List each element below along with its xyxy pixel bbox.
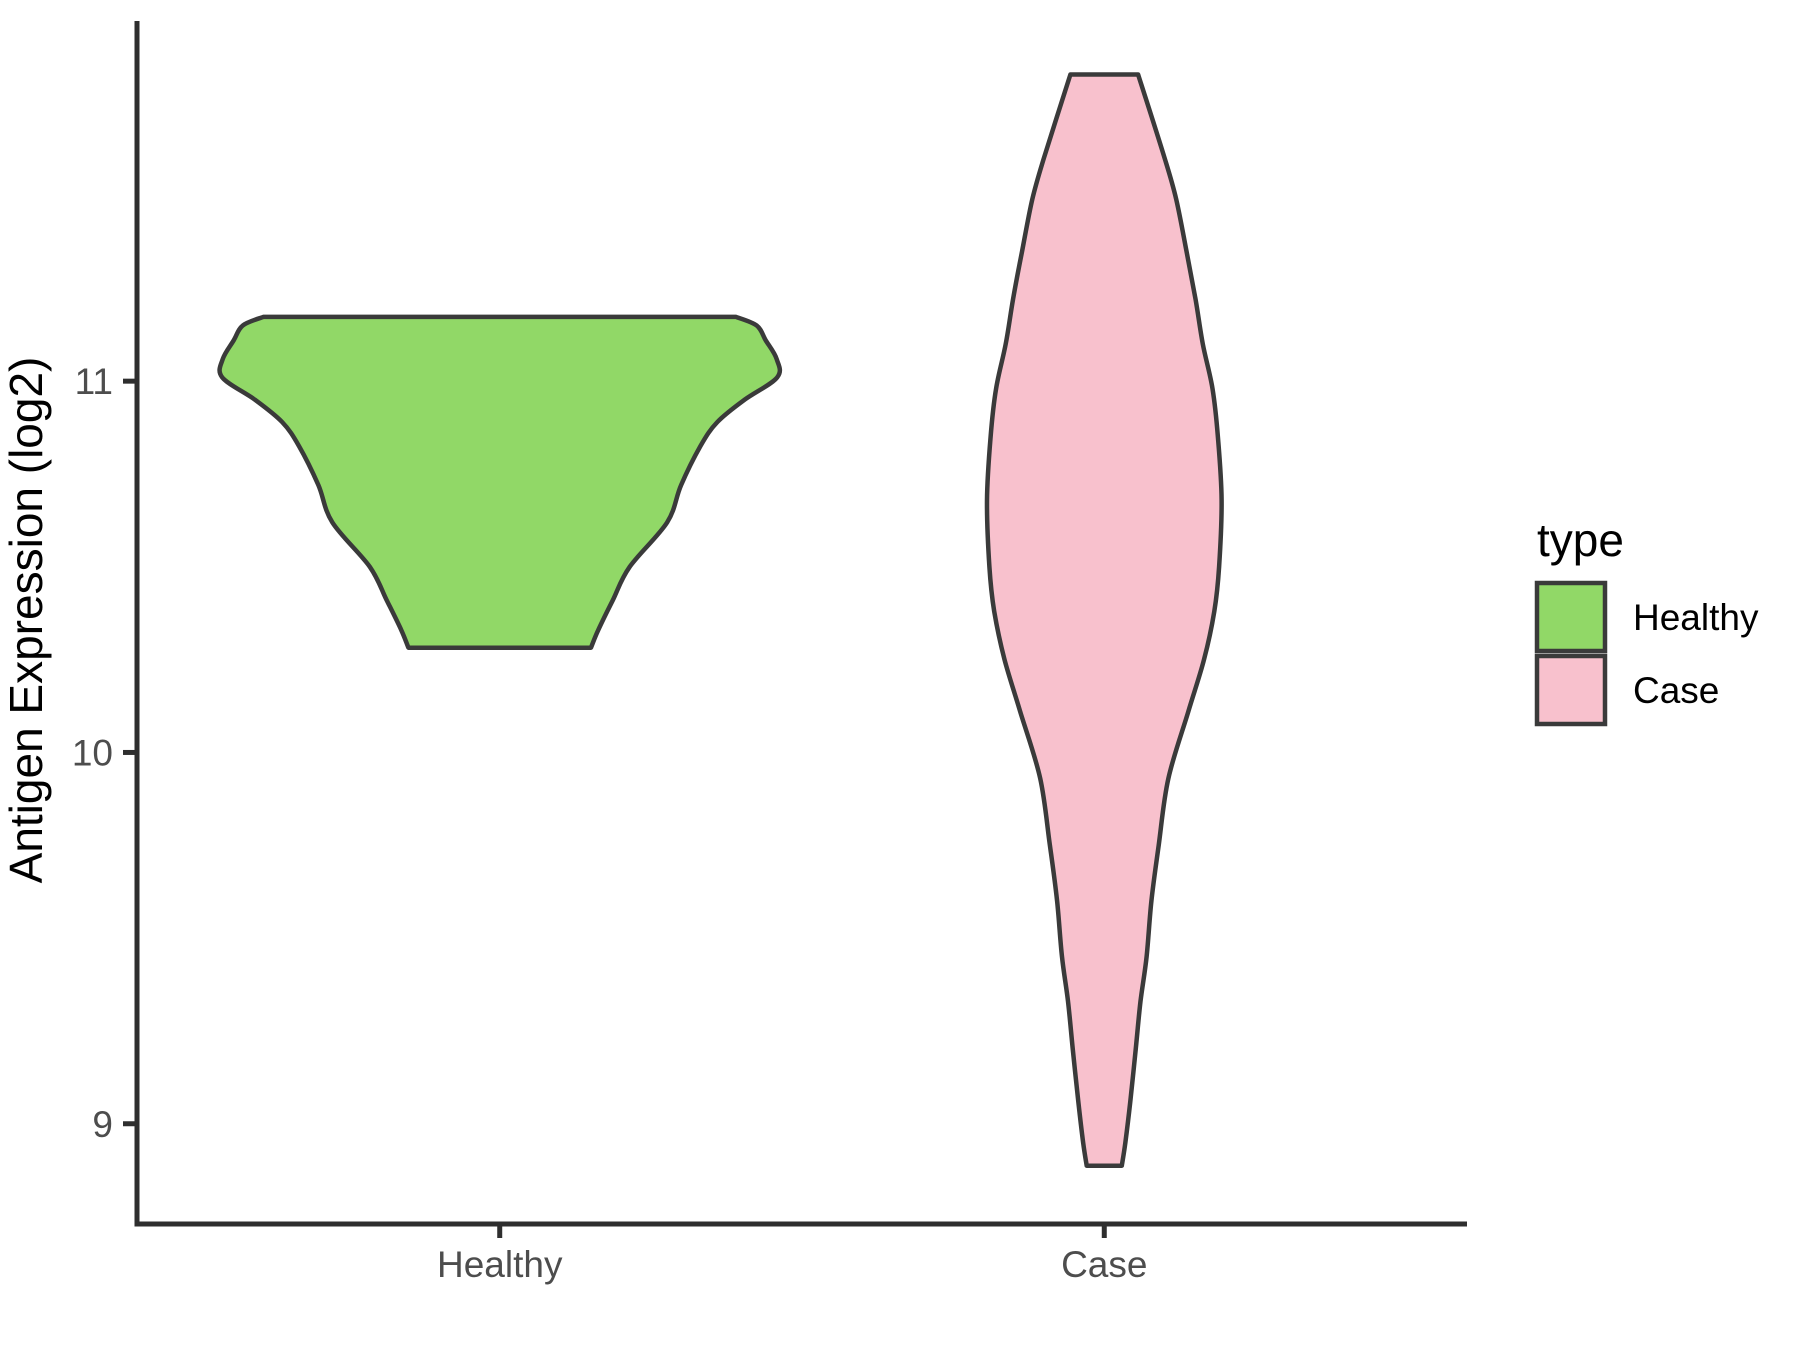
y-ticks-group: 9 10 11 [72, 361, 137, 1145]
legend-title: type [1537, 514, 1624, 566]
y-axis-title: Antigen Expression (log2) [0, 357, 52, 884]
legend-entry-case: Case [1534, 653, 1719, 727]
axes-group [134, 21, 1467, 1227]
legend-label-healthy: Healthy [1633, 597, 1759, 638]
legend-label-case: Case [1633, 670, 1719, 711]
legend-key-healthy [1534, 580, 1608, 654]
legend-entry-healthy: Healthy [1534, 580, 1759, 654]
violin-healthy [217, 314, 783, 650]
y-tick-label: 11 [75, 361, 113, 402]
x-tick-label: Healthy [437, 1244, 563, 1285]
x-tick-label: Case [1061, 1244, 1147, 1285]
violins-group [217, 72, 1224, 1168]
y-tick-label: 10 [72, 732, 113, 773]
x-ticks-group: Healthy Case [437, 1224, 1147, 1285]
violin-case [984, 72, 1224, 1168]
y-tick-label: 9 [92, 1104, 113, 1145]
legend: type Healthy Case [1534, 514, 1759, 727]
legend-key-case [1534, 653, 1608, 727]
